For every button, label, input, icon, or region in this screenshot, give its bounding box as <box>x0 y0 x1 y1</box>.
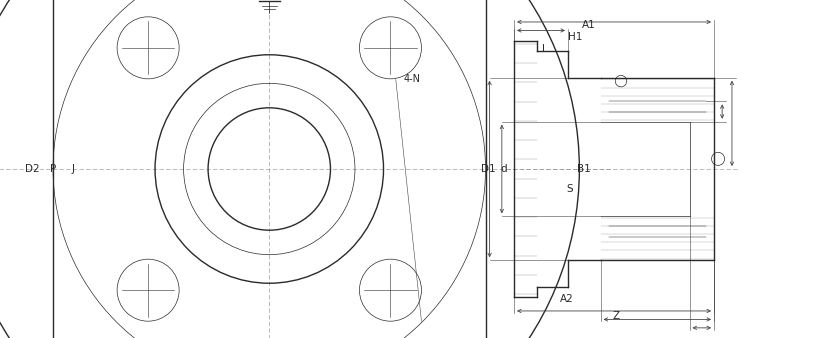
Text: A2: A2 <box>561 294 574 304</box>
Text: D2: D2 <box>25 164 40 174</box>
Text: Z: Z <box>613 311 619 321</box>
Text: D1: D1 <box>481 164 495 174</box>
Text: 4-N: 4-N <box>404 74 421 84</box>
Text: P: P <box>50 164 56 174</box>
Text: S: S <box>566 184 573 194</box>
Bar <box>53 0 486 338</box>
Text: A1: A1 <box>583 20 596 30</box>
Text: J: J <box>72 164 75 174</box>
Text: L: L <box>542 44 548 54</box>
Text: d: d <box>500 164 507 174</box>
Text: B1: B1 <box>577 164 590 174</box>
Text: H1: H1 <box>568 32 583 42</box>
